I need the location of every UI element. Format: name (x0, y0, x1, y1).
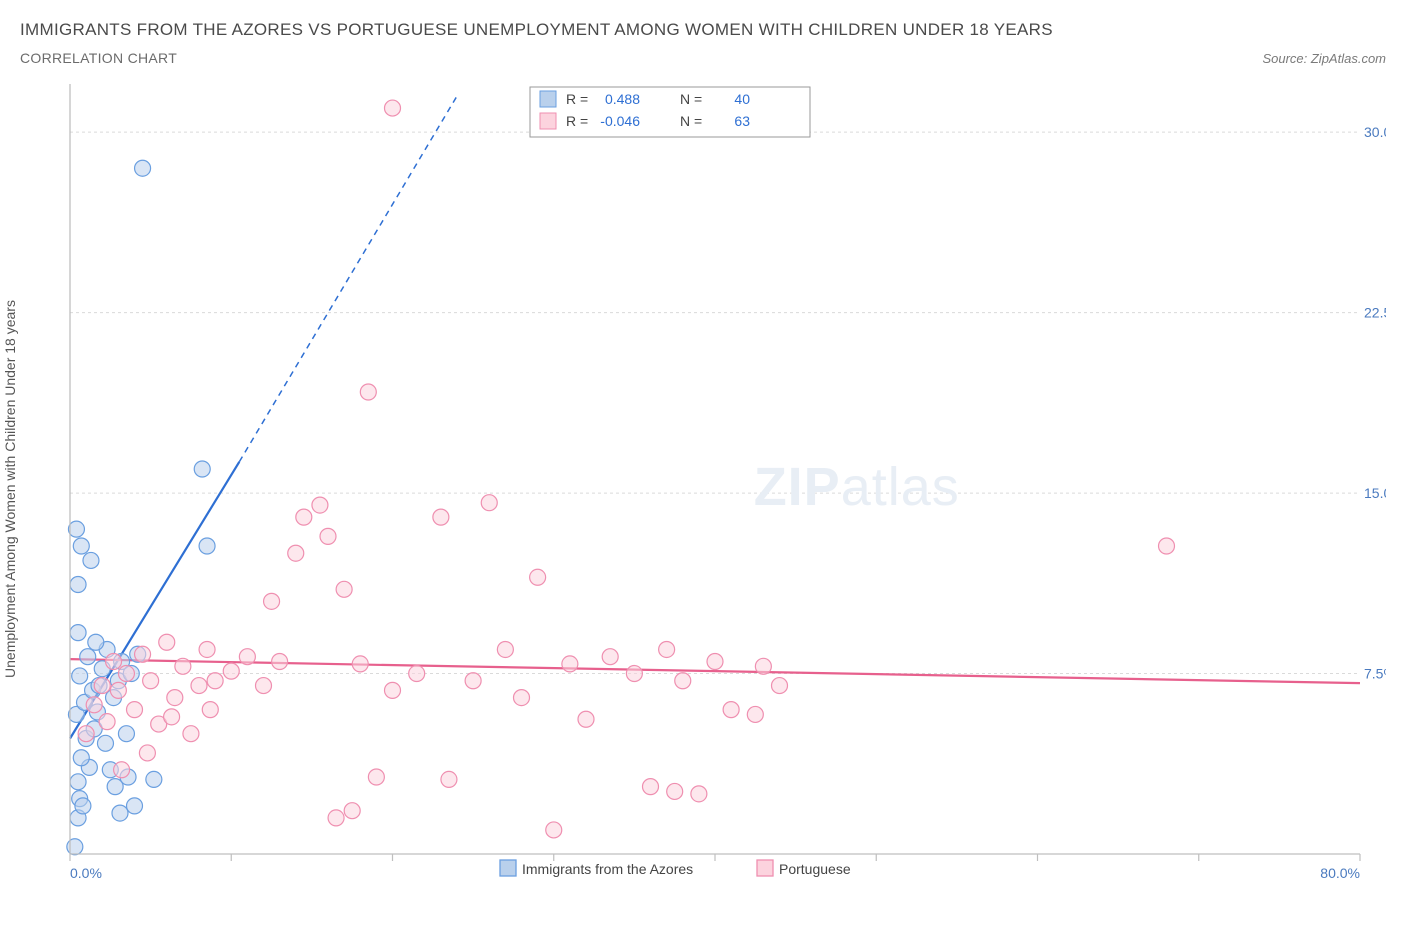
svg-text:-0.046: -0.046 (600, 113, 640, 129)
svg-text:N =: N = (680, 91, 702, 107)
svg-text:ZIPatlas: ZIPatlas (754, 457, 960, 517)
subtitle-row: CORRELATION CHART Source: ZipAtlas.com (20, 50, 1386, 66)
svg-text:40: 40 (734, 91, 750, 107)
svg-text:R =: R = (566, 91, 588, 107)
chart-container: Unemployment Among Women with Children U… (20, 74, 1386, 904)
svg-text:0.0%: 0.0% (70, 865, 102, 881)
chart-title: IMMIGRANTS FROM THE AZORES VS PORTUGUESE… (20, 20, 1386, 40)
svg-text:Immigrants from the Azores: Immigrants from the Azores (522, 861, 693, 877)
svg-text:15.0%: 15.0% (1364, 485, 1386, 501)
svg-text:7.5%: 7.5% (1364, 666, 1386, 682)
svg-text:R =: R = (566, 113, 588, 129)
svg-text:22.5%: 22.5% (1364, 305, 1386, 321)
svg-text:0.488: 0.488 (605, 91, 640, 107)
scatter-chart: ZIPatlas 0.0% 80.0% 7.5% 15.0% 22.5% 30.0% R = 0… (20, 74, 1386, 904)
svg-text:30.0%: 30.0% (1364, 124, 1386, 140)
svg-text:N =: N = (680, 113, 702, 129)
chart-subtitle: CORRELATION CHART (20, 50, 177, 66)
y-axis-label: Unemployment Among Women with Children U… (2, 300, 18, 678)
source-label: Source: ZipAtlas.com (1262, 51, 1386, 66)
svg-text:80.0%: 80.0% (1320, 865, 1360, 881)
svg-text:63: 63 (734, 113, 750, 129)
svg-text:Portuguese: Portuguese (779, 861, 851, 877)
